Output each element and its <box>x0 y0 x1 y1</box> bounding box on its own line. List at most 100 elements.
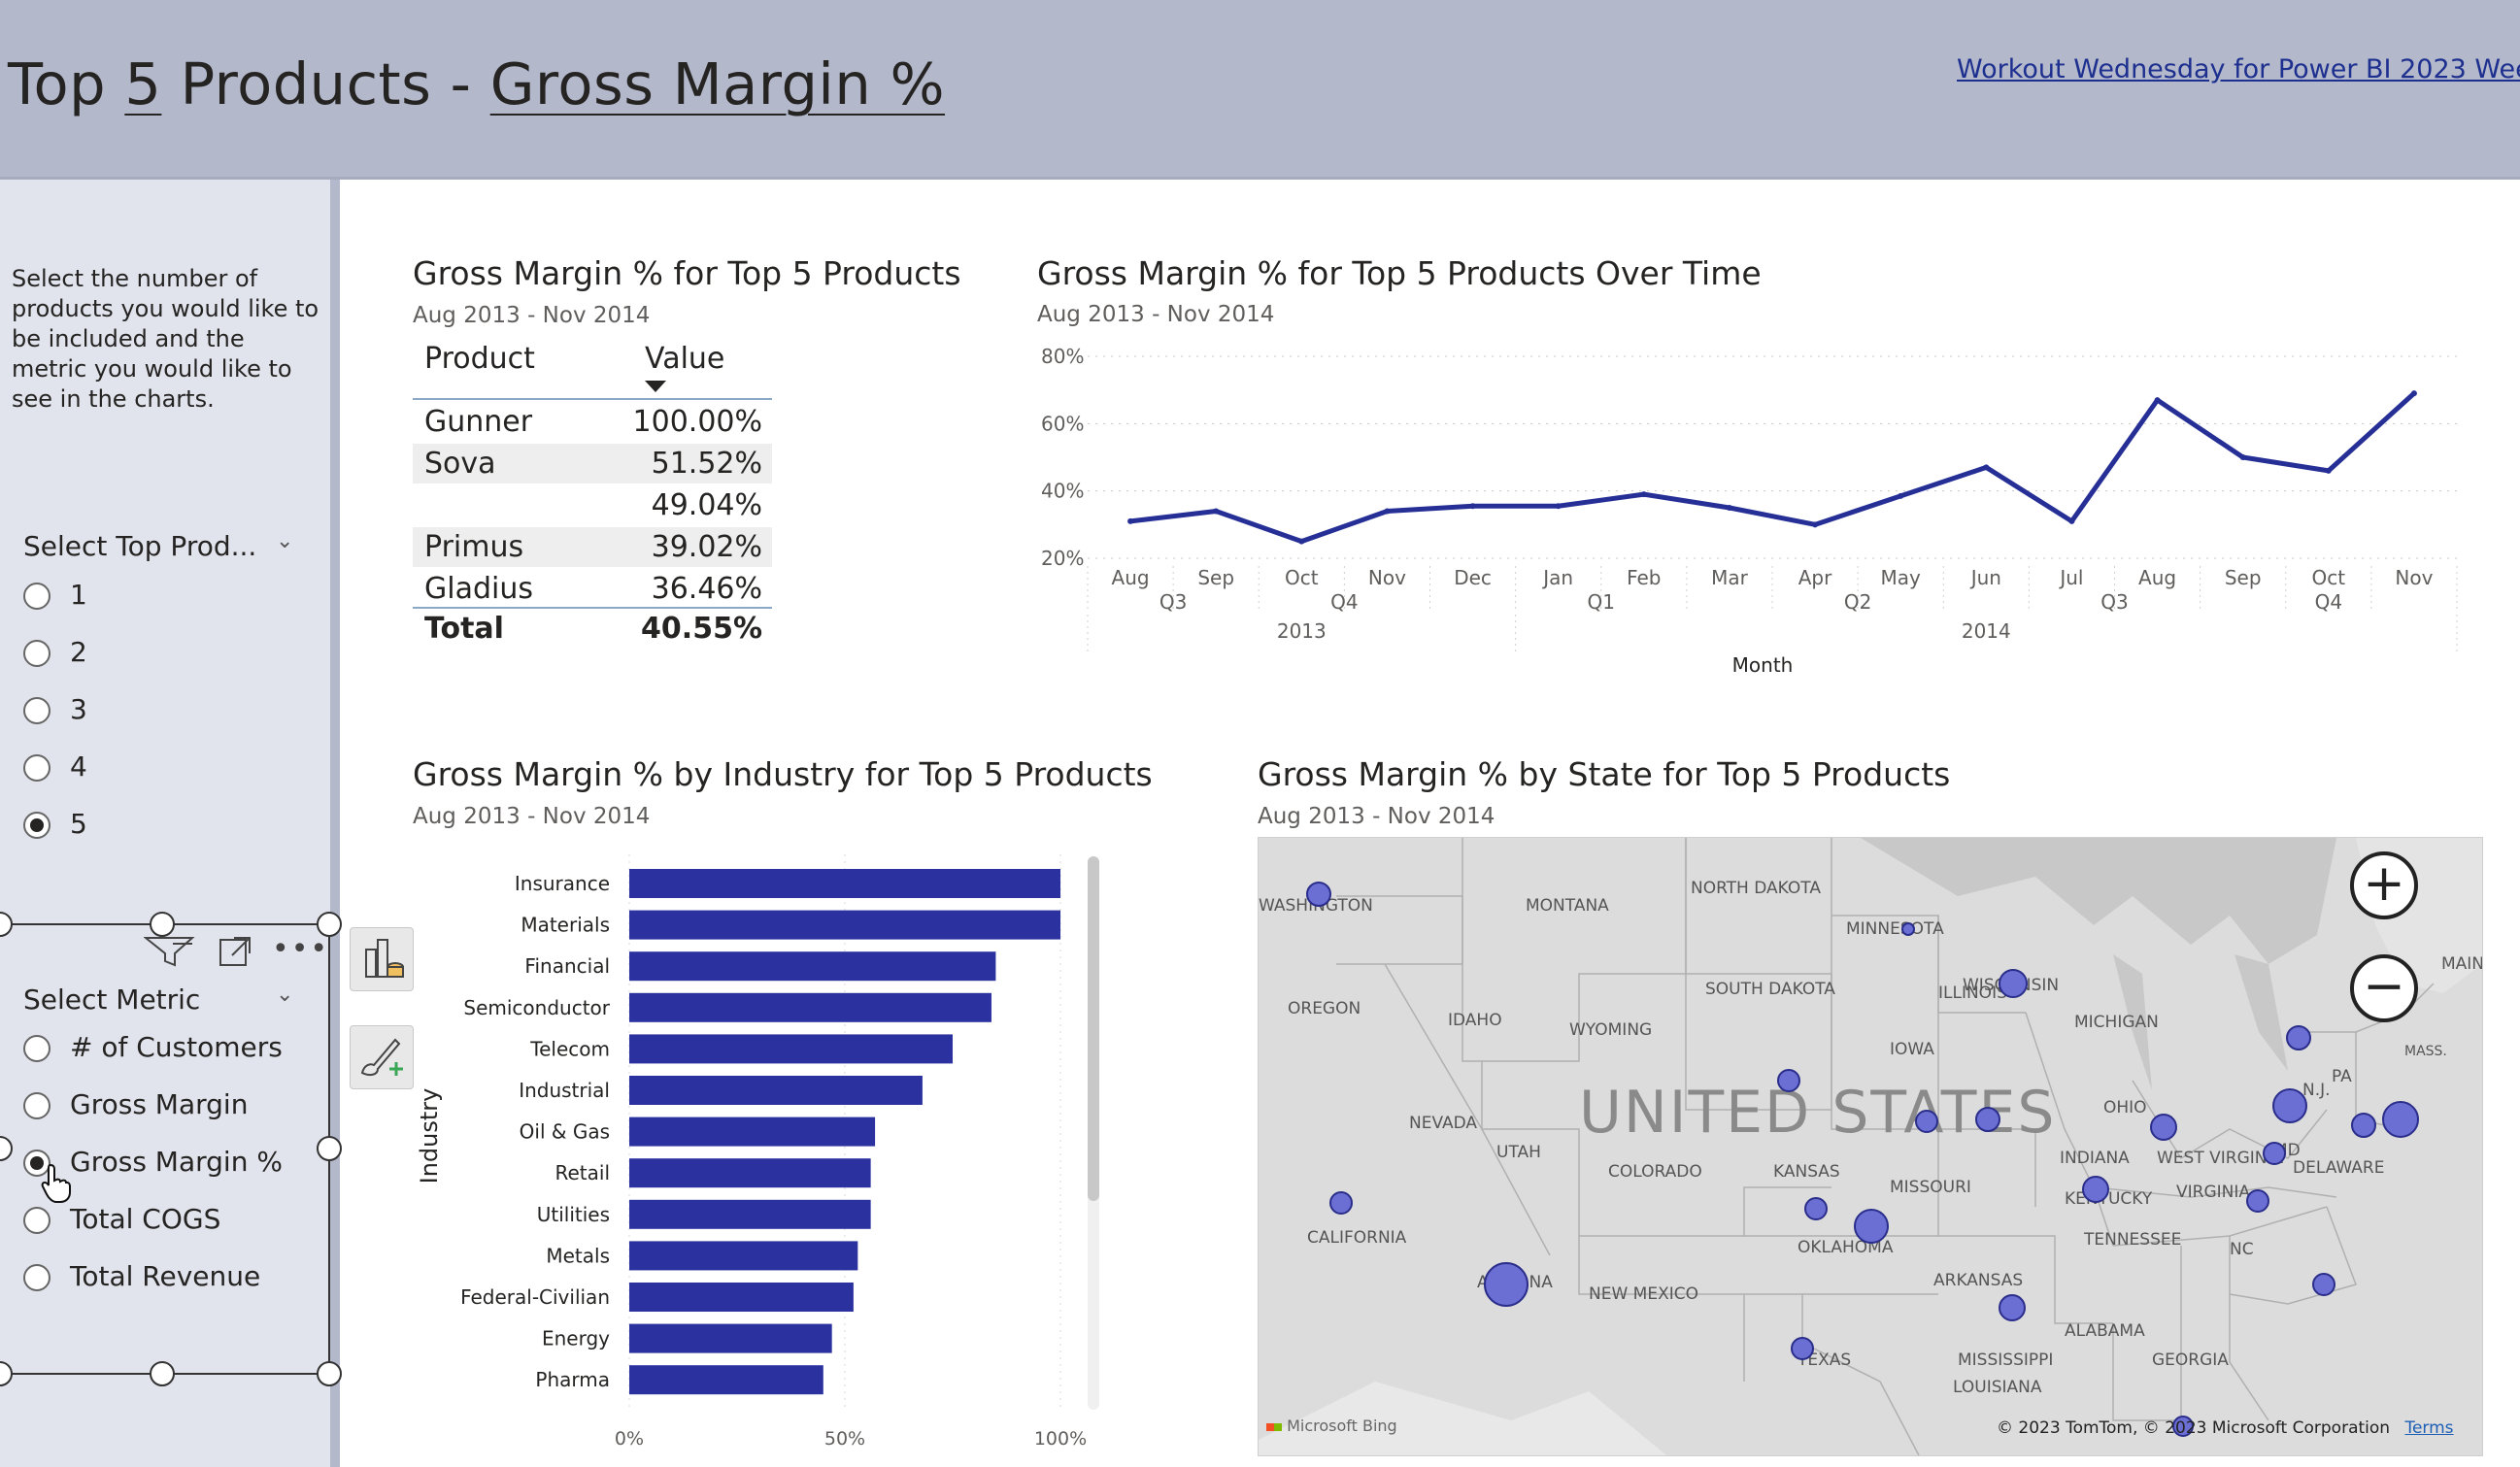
table-row[interactable]: Primus 39.02% <box>413 527 772 567</box>
top-opts-radio-4[interactable] <box>23 812 50 839</box>
map-bubble[interactable] <box>1854 1209 1889 1244</box>
line-point[interactable] <box>2325 467 2332 474</box>
table-row[interactable]: Sova 51.52% <box>413 444 772 483</box>
metric-opts-label-4[interactable]: Total Revenue <box>70 1260 261 1292</box>
map-bubble[interactable] <box>2172 1416 2194 1437</box>
resize-handle-middle-right[interactable] <box>317 1136 342 1161</box>
metric-opts-radio-4[interactable] <box>23 1264 50 1291</box>
map-bubble[interactable] <box>2272 1088 2307 1123</box>
top-opts-label-0[interactable]: 1 <box>70 579 87 611</box>
top-opts-label-3[interactable]: 4 <box>70 750 87 783</box>
map-bubble[interactable] <box>1791 1337 1814 1360</box>
map-bubble[interactable] <box>1999 969 2028 998</box>
resize-handle-bottom-middle[interactable] <box>150 1361 175 1386</box>
resize-handle-bottom-right[interactable] <box>317 1361 342 1386</box>
line-point[interactable] <box>2068 517 2075 524</box>
top-opts-radio-1[interactable] <box>23 640 50 667</box>
line-point[interactable] <box>1384 508 1391 515</box>
line-point[interactable] <box>1298 538 1305 545</box>
bar[interactable] <box>629 1158 871 1188</box>
bar-chart[interactable]: 0% 50% 100% Insurance Materials Financial Semi… <box>408 845 1126 1456</box>
map-bubble[interactable] <box>1975 1107 2000 1132</box>
metric-opts-radio-3[interactable] <box>23 1207 50 1234</box>
map-bubble[interactable] <box>2286 1025 2311 1050</box>
line-point[interactable] <box>1213 508 1220 515</box>
bar[interactable] <box>629 869 1060 898</box>
table-row[interactable]: 49.04% <box>413 485 772 525</box>
bar[interactable] <box>629 1117 876 1147</box>
bar[interactable] <box>629 1365 823 1395</box>
line-point[interactable] <box>2410 390 2417 397</box>
state-label: MISSISSIPPI <box>1958 1350 2054 1370</box>
workout-wednesday-link[interactable]: Workout Wednesday for Power BI 2023 Week… <box>1957 54 2520 84</box>
line-series[interactable] <box>1129 391 2416 545</box>
map-bubble[interactable] <box>2150 1114 2177 1141</box>
metric-opts-label-1[interactable]: Gross Margin <box>70 1088 249 1120</box>
map-bubble[interactable] <box>1915 1110 1938 1133</box>
terms-link[interactable]: Terms <box>2404 1418 2454 1438</box>
map-bubble[interactable] <box>1329 1191 1353 1215</box>
bar-scrollbar-thumb[interactable] <box>1088 856 1099 1201</box>
map-bubble[interactable] <box>1306 882 1331 907</box>
top-opts-label-2[interactable]: 3 <box>70 693 87 725</box>
table-header-value[interactable]: Value <box>645 342 725 376</box>
zoom-in-button[interactable]: + <box>2350 851 2418 919</box>
top-products-chevron-icon[interactable]: ⌄ <box>276 529 294 553</box>
top-opts-label-4[interactable]: 5 <box>70 808 87 840</box>
map-bubble[interactable] <box>1484 1262 1529 1307</box>
bar[interactable] <box>629 1034 953 1064</box>
bar[interactable] <box>629 1076 923 1105</box>
bar[interactable] <box>629 1283 854 1312</box>
table-header-product[interactable]: Product <box>424 342 535 376</box>
map-bubble[interactable] <box>1777 1069 1800 1092</box>
bar[interactable] <box>629 1241 858 1271</box>
metric-opts-label-3[interactable]: Total COGS <box>70 1203 221 1235</box>
map-bubble[interactable] <box>1804 1197 1828 1220</box>
format-visual-button[interactable] <box>350 1025 414 1089</box>
map-bubble[interactable] <box>2351 1113 2376 1138</box>
map-bubble[interactable] <box>1901 922 1915 936</box>
metric-chevron-icon[interactable]: ⌄ <box>276 983 294 1007</box>
focus-mode-icon[interactable] <box>218 934 253 967</box>
line-point[interactable] <box>2239 454 2246 460</box>
metric-opts-label-2[interactable]: Gross Margin % <box>70 1146 283 1178</box>
line-chart[interactable]: 20% 40% 60% 80% Aug Sep Oct Nov Dec Jan Feb Mar Apr M… <box>1029 335 2467 694</box>
build-visual-button[interactable] <box>350 927 414 991</box>
top-opts-label-1[interactable]: 2 <box>70 636 87 668</box>
metric-opts-radio-1[interactable] <box>23 1092 50 1119</box>
bar[interactable] <box>629 910 1060 940</box>
resize-handle-top-middle[interactable] <box>150 912 175 937</box>
line-point[interactable] <box>1812 521 1819 528</box>
top-opts-radio-0[interactable] <box>23 583 50 610</box>
map-bubble[interactable] <box>2382 1101 2419 1138</box>
bar[interactable] <box>629 1323 832 1353</box>
resize-handle-top-right[interactable] <box>317 912 342 937</box>
line-point[interactable] <box>1469 503 1476 510</box>
metric-opts-radio-2[interactable] <box>23 1150 50 1177</box>
line-point[interactable] <box>1640 491 1647 498</box>
top-opts-radio-3[interactable] <box>23 754 50 782</box>
line-point[interactable] <box>1898 492 1904 499</box>
metric-opts-radio-0[interactable] <box>23 1035 50 1062</box>
line-point[interactable] <box>1983 464 1990 471</box>
bar[interactable] <box>629 992 991 1022</box>
map-bubble[interactable] <box>1999 1294 2026 1321</box>
top-opts-radio-2[interactable] <box>23 697 50 724</box>
bar[interactable] <box>629 951 996 982</box>
map-canvas[interactable]: WASHINGTONMONTANANORTH DAKOTAMINNESOTAOR… <box>1258 837 2483 1456</box>
bar[interactable] <box>629 1199 871 1229</box>
filter-icon[interactable] <box>144 934 196 967</box>
line-point[interactable] <box>1555 503 1562 510</box>
map-bubble[interactable] <box>2312 1273 2335 1296</box>
line-point[interactable] <box>1726 505 1732 511</box>
metric-opts-label-0[interactable]: # of Customers <box>70 1031 283 1063</box>
map-bubble[interactable] <box>2263 1142 2286 1165</box>
map-bubble[interactable] <box>2082 1176 2109 1203</box>
line-point[interactable] <box>2154 397 2161 404</box>
table-row[interactable]: Gunner 100.00% <box>413 402 772 442</box>
map-bubble[interactable] <box>2246 1189 2269 1213</box>
zoom-out-button[interactable]: − <box>2350 954 2418 1022</box>
table-row[interactable]: Gladius 36.46% <box>413 569 772 609</box>
line-point[interactable] <box>1127 517 1134 524</box>
more-options-icon[interactable]: ••• <box>272 932 330 966</box>
